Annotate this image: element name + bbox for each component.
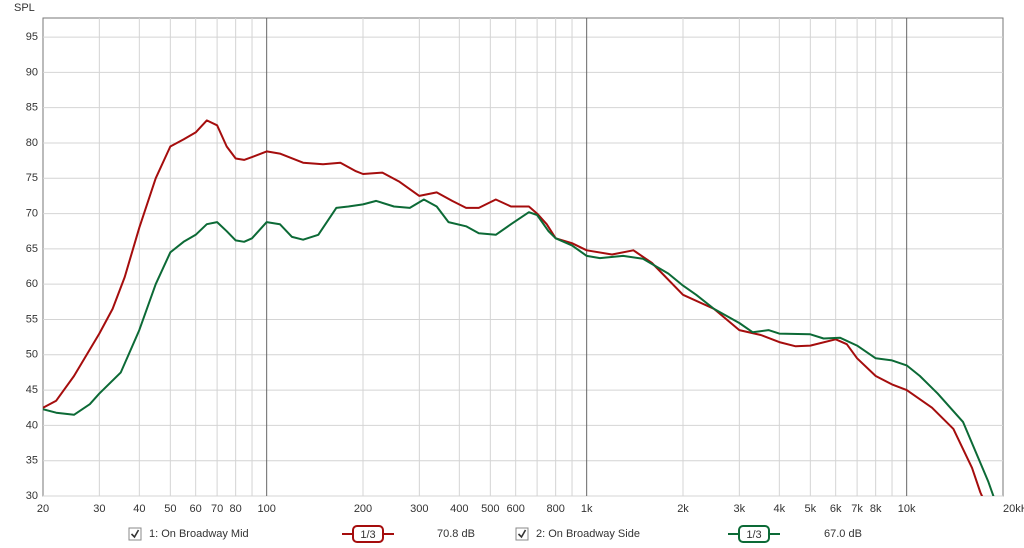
- x-tick-label: 60: [190, 503, 202, 515]
- legend-item: 2: On Broadway Side 1/3 67.0 dB: [515, 525, 862, 543]
- x-tick-label: 100: [257, 503, 275, 515]
- y-tick-label: 30: [26, 490, 38, 502]
- series-line: [43, 119, 984, 496]
- smoothing-box[interactable]: [352, 525, 384, 543]
- x-tick-label: 200: [354, 503, 372, 515]
- y-tick-label: 90: [26, 66, 38, 78]
- y-tick-label: 50: [26, 349, 38, 361]
- checkbox[interactable]: [128, 527, 142, 541]
- legend-label: 1: On Broadway Mid: [149, 528, 249, 540]
- x-tick-label: 7k: [851, 503, 863, 515]
- checkmark: [517, 529, 527, 539]
- curves: [43, 119, 995, 496]
- x-tick-label: 6k: [830, 503, 842, 515]
- checkmark: [130, 529, 140, 539]
- x-tick-label: 70: [211, 503, 223, 515]
- x-tick-label: 400: [450, 503, 468, 515]
- smoothing-label: 1/3: [360, 529, 375, 541]
- x-tick-label: 600: [506, 503, 524, 515]
- y-tick-label: 35: [26, 455, 38, 467]
- x-tick-label: 5k: [805, 503, 817, 515]
- y-tick-label: 45: [26, 384, 38, 396]
- x-tick-label: 20: [37, 503, 49, 515]
- x-tick-label: 800: [546, 503, 564, 515]
- y-tick-label: 75: [26, 172, 38, 184]
- x-tick-label: 2k: [677, 503, 689, 515]
- grid: [43, 18, 1003, 497]
- x-tick-label: 20kHz: [1003, 503, 1024, 515]
- x-tick-label: 3k: [734, 503, 746, 515]
- y-tick-label: 80: [26, 137, 38, 149]
- level-label: 70.8 dB: [437, 528, 475, 540]
- x-tick-label: 80: [230, 503, 242, 515]
- legend-label: 2: On Broadway Side: [536, 528, 640, 540]
- x-tick-label: 8k: [870, 503, 882, 515]
- x-tick-label: 4k: [774, 503, 786, 515]
- x-tick-label: 40: [133, 503, 145, 515]
- y-tick-label: 65: [26, 243, 38, 255]
- y-axis-label: SPL: [14, 2, 35, 14]
- x-tick-label: 500: [481, 503, 499, 515]
- legend-item: 1: On Broadway Mid 1/3 70.8 dB: [128, 525, 475, 543]
- y-tick-label: 95: [26, 31, 38, 43]
- y-tick-label: 70: [26, 207, 38, 219]
- plot-area: [42, 17, 1004, 497]
- series-line: [43, 198, 995, 496]
- checkbox[interactable]: [515, 527, 529, 541]
- y-tick-label: 55: [26, 313, 38, 325]
- y-tick-label: 60: [26, 278, 38, 290]
- x-tick-label: 1k: [581, 503, 593, 515]
- x-tick-label: 30: [93, 503, 105, 515]
- smoothing-label: 1/3: [746, 529, 761, 541]
- x-tick-label: 300: [410, 503, 428, 515]
- x-tick-label: 50: [164, 503, 176, 515]
- level-label: 67.0 dB: [824, 528, 862, 540]
- y-tick-label: 85: [26, 102, 38, 114]
- smoothing-box[interactable]: [738, 525, 770, 543]
- y-tick-label: 40: [26, 419, 38, 431]
- x-tick-label: 10k: [898, 503, 916, 515]
